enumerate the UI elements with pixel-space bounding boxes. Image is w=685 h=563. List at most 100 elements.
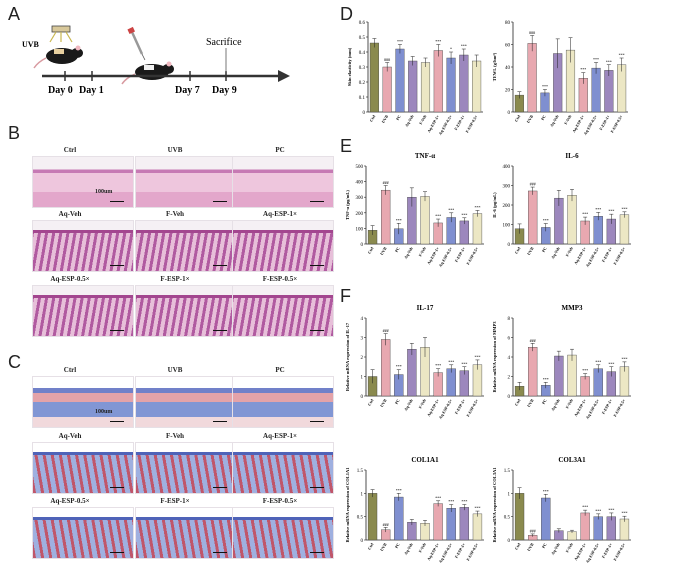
scale-bar <box>110 421 124 422</box>
significance-mark: *** <box>582 368 588 373</box>
mt-micrograph <box>232 507 334 559</box>
x-tick-label: F-Veh <box>417 245 427 257</box>
mt-caption: F-Veh <box>165 432 185 440</box>
significance-mark: *** <box>397 39 403 44</box>
x-tick-label: Aq-ESP-0.5× <box>585 246 601 268</box>
bar <box>408 60 418 113</box>
significance-mark: ### <box>384 57 390 62</box>
x-tick-label: PC <box>394 398 401 405</box>
y-tick-label: 0 <box>508 395 511 400</box>
x-tick-label: UVB <box>379 398 388 408</box>
y-tick-label: 4 <box>508 356 511 361</box>
mt-caption: Aq-ESP-1× <box>263 432 297 440</box>
x-tick-label: Aq-ESP-1× <box>573 398 587 417</box>
scale-bar <box>110 552 124 553</box>
y-tick-label: 100 <box>356 227 364 232</box>
significance-mark: *** <box>621 511 627 516</box>
x-tick-label: UVB <box>526 246 535 256</box>
chart-title: TNF-α <box>415 152 435 160</box>
y-tick-label: 0.2 <box>359 81 366 86</box>
significance-mark: *** <box>448 359 454 364</box>
x-tick-label: UVB <box>380 114 389 124</box>
x-tick-label: F-ESP-1× <box>453 114 466 131</box>
x-tick-label: F-ESP-0.5× <box>612 398 626 418</box>
scale-bar <box>213 421 227 422</box>
x-tick-label: F-ESP-0.5× <box>465 542 479 562</box>
chart-title: COL3A1 <box>558 456 586 464</box>
bar <box>591 67 601 113</box>
scale-bar <box>213 265 227 266</box>
y-tick-label: 2 <box>361 356 364 361</box>
mt-caption: PC <box>275 366 285 374</box>
significance-mark: *** <box>474 354 480 359</box>
bar <box>528 347 538 397</box>
he-micrograph <box>32 285 134 337</box>
y-tick-label: 1.5 <box>357 469 364 474</box>
bar <box>420 62 431 113</box>
significance-mark: *** <box>595 207 601 212</box>
y-tick-label: 0 <box>363 111 366 116</box>
scale-bar <box>110 201 124 202</box>
scale-bar <box>213 330 227 331</box>
y-tick-label: 0 <box>361 395 364 400</box>
x-tick-label: Aq-ESP-0.5× <box>438 542 454 563</box>
y-tick-label: 100 <box>503 224 511 229</box>
scale-bar <box>213 487 227 488</box>
bar <box>459 507 469 541</box>
x-tick-label: Aq-ESP-0.5× <box>582 114 598 136</box>
y-tick-label: 0.1 <box>359 96 366 101</box>
x-tick-label: Aq-ESP-0.5× <box>438 246 454 268</box>
significance-mark: *** <box>435 39 441 44</box>
x-tick-label: Aq-Veh <box>550 541 561 555</box>
x-tick-label: UVB <box>525 114 534 124</box>
bar <box>472 60 482 113</box>
chart-title: MMP3 <box>562 304 583 312</box>
scale-bar <box>310 487 324 488</box>
he-micrograph <box>232 285 334 337</box>
significance-mark: ### <box>530 528 536 533</box>
significance-mark: *** <box>580 67 586 72</box>
panel-label-d: D <box>340 4 353 24</box>
bar <box>367 493 378 541</box>
x-tick-label: F-ESP-0.5× <box>612 542 626 562</box>
significance-mark: ### <box>383 522 389 527</box>
x-tick-label: F-Veh <box>418 113 428 125</box>
y-tick-label: 0 <box>508 111 511 116</box>
significance-mark: *** <box>435 363 441 368</box>
y-axis-label: TNF-α (pg/mL) <box>345 190 350 220</box>
x-tick-label: F-Veh <box>417 541 427 553</box>
he-micrograph <box>232 220 334 272</box>
sacrifice-label: Sacrifice <box>206 37 242 48</box>
mt-micrograph <box>32 376 134 428</box>
scale-bar <box>310 265 324 266</box>
y-axis-label: Relative mRNA expression of MMP3 <box>492 321 497 393</box>
bar <box>541 497 551 541</box>
x-tick-label: UVB <box>379 246 388 256</box>
significance-mark: *** <box>606 59 612 64</box>
y-axis-label: Relative mRNA expression of IL-17 <box>345 322 350 391</box>
x-tick-label: Aq-ESP-0.5× <box>585 542 601 563</box>
significance-mark: *** <box>474 506 480 511</box>
x-tick-label: PC <box>395 114 402 121</box>
significance-mark: *** <box>621 356 627 361</box>
x-tick-label: Aq-ESP-0.5× <box>585 398 601 420</box>
scale-bar <box>213 552 227 553</box>
y-tick-label: 0 <box>361 243 364 248</box>
y-tick-label: 1 <box>361 376 364 381</box>
bar <box>433 503 443 541</box>
y-tick-label: 4 <box>361 317 364 322</box>
significance-mark: *** <box>461 44 467 49</box>
mt-caption: UVB <box>167 366 183 374</box>
x-tick-label: Ctrl <box>367 397 375 406</box>
y-tick-label: 500 <box>356 165 364 170</box>
y-tick-label: 0.5 <box>359 36 366 41</box>
y-tick-label: 200 <box>356 212 364 217</box>
x-tick-label: PC <box>541 246 548 253</box>
bar <box>593 516 603 541</box>
y-tick-label: 0.5 <box>357 516 364 521</box>
y-tick-label: 0.4 <box>359 51 366 56</box>
y-tick-label: 80 <box>505 21 511 26</box>
bar <box>472 513 483 541</box>
day7-label: Day 7 <box>175 85 200 96</box>
